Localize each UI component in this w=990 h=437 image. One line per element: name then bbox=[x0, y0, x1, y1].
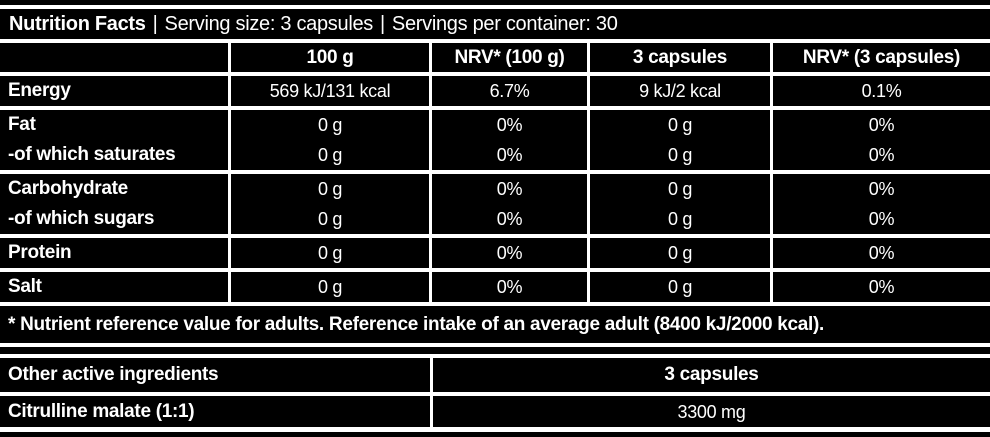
header-cell-3-capsules: 3 capsules bbox=[590, 43, 770, 72]
nutrient-label: -of which saturates bbox=[8, 144, 176, 165]
nutrient-value-cell: 0 g 0 g bbox=[231, 110, 429, 170]
nutrient-value: 0% bbox=[496, 145, 523, 165]
nutrient-value-cell: 569 kJ/131 kcal bbox=[231, 76, 429, 106]
nutrient-value-cell: 0 g 0 g bbox=[590, 110, 770, 170]
separator-pipe: | bbox=[152, 12, 158, 35]
nutrient-value: 0 g bbox=[667, 243, 693, 263]
nutrient-label-cell: Salt bbox=[0, 272, 228, 302]
nutrient-value: 0% bbox=[868, 243, 895, 263]
nutrient-value-cell: 0% 0% bbox=[432, 110, 587, 170]
servings-per-container-text: Servings per container: 30 bbox=[391, 12, 618, 35]
nutrient-value-cell: 6.7% bbox=[432, 76, 587, 106]
nrv-footnote: * Nutrient reference value for adults. R… bbox=[0, 306, 990, 343]
ingredient-row-citrulline: Citrulline malate (1:1) 3300 mg bbox=[0, 396, 990, 427]
nutrient-value-cell: 0.1% bbox=[773, 76, 990, 106]
title-bar: Nutrition Facts | Serving size: 3 capsul… bbox=[0, 9, 990, 39]
section-divider-bar bbox=[0, 347, 990, 354]
header-cell-100g: 100 g bbox=[231, 43, 429, 72]
nutrient-value-cell: 0 g 0 g bbox=[590, 174, 770, 234]
nutrition-facts-title: Nutrition Facts bbox=[9, 12, 146, 35]
bottom-border-bar bbox=[0, 432, 990, 437]
nutrient-value: 0 g bbox=[317, 243, 343, 263]
nutrient-value: 0.1% bbox=[861, 81, 902, 101]
nutrient-value: 0% bbox=[496, 209, 523, 229]
nutrient-value-cell: 0 g bbox=[231, 238, 429, 268]
nutrient-value-cell: 0% bbox=[432, 238, 587, 268]
nutrient-value-cell: 0% 0% bbox=[773, 110, 990, 170]
header-cell-nrv-3-capsules: NRV* (3 capsules) bbox=[773, 43, 990, 72]
nutrient-value: 0 g bbox=[667, 115, 693, 135]
nutrient-value: 0 g bbox=[667, 277, 693, 297]
top-border-bar bbox=[0, 0, 990, 5]
ingredient-name: Citrulline malate (1:1) bbox=[8, 400, 195, 422]
nutrient-label: Carbohydrate bbox=[8, 178, 128, 199]
nutrient-value: 0% bbox=[496, 115, 523, 135]
other-ingredients-header-row: Other active ingredients 3 capsules bbox=[0, 358, 990, 392]
nutrient-label: Fat bbox=[8, 114, 36, 135]
nutrient-value-cell: 0% 0% bbox=[432, 174, 587, 234]
serving-size-text: Serving size: 3 capsules bbox=[164, 12, 374, 35]
nutrient-label-cell: Energy bbox=[0, 76, 228, 106]
nutrient-value: 0% bbox=[496, 179, 523, 199]
ingredient-name-cell: Citrulline malate (1:1) bbox=[0, 396, 430, 427]
other-ingredients-amount-header-cell: 3 capsules bbox=[433, 358, 990, 392]
nutrient-value: 6.7% bbox=[489, 81, 530, 101]
nutrient-group-carbohydrate: Carbohydrate -of which sugars 0 g 0 g 0%… bbox=[0, 174, 990, 234]
nutrient-value: 0 g bbox=[667, 209, 693, 229]
separator-pipe: | bbox=[380, 12, 385, 35]
nutrient-value-cell: 0% bbox=[773, 272, 990, 302]
nutrient-value: 0% bbox=[868, 179, 895, 199]
nutrient-label-cell: Fat -of which saturates bbox=[0, 110, 228, 170]
nutrient-value-cell: 9 kJ/2 kcal bbox=[590, 76, 770, 106]
nutrition-header-row: 100 g NRV* (100 g) 3 capsules NRV* (3 ca… bbox=[0, 43, 990, 72]
nutrient-group-salt: Salt 0 g 0% 0 g 0% bbox=[0, 272, 990, 302]
nutrient-value-cell: 0 g 0 g bbox=[231, 174, 429, 234]
other-ingredients-header-cell: Other active ingredients bbox=[0, 358, 430, 392]
nutrient-group-fat: Fat -of which saturates 0 g 0 g 0% 0% 0 … bbox=[0, 110, 990, 170]
nutrient-label: Salt bbox=[8, 276, 42, 297]
nutrient-value-cell: 0% bbox=[432, 272, 587, 302]
nutrient-value: 0% bbox=[868, 115, 895, 135]
nutrient-value: 0 g bbox=[667, 145, 693, 165]
nutrient-value-cell: 0% bbox=[773, 238, 990, 268]
header-cell-nrv-100g: NRV* (100 g) bbox=[432, 43, 587, 72]
nutrient-label-cell: Carbohydrate -of which sugars bbox=[0, 174, 228, 234]
nutrient-value: 0 g bbox=[317, 115, 343, 135]
nutrient-value-cell: 0% 0% bbox=[773, 174, 990, 234]
nutrient-value: 9 kJ/2 kcal bbox=[639, 81, 721, 101]
nutrient-value: 0% bbox=[496, 243, 523, 263]
nutrient-value: 0 g bbox=[317, 179, 343, 199]
nutrient-value: 0 g bbox=[667, 179, 693, 199]
nutrient-label-cell: Protein bbox=[0, 238, 228, 268]
nutrient-value: 0% bbox=[868, 209, 895, 229]
nutrient-value: 0 g bbox=[317, 145, 343, 165]
nutrient-label: -of which sugars bbox=[8, 208, 155, 229]
other-ingredients-header: Other active ingredients bbox=[8, 364, 219, 385]
nutrient-value-cell: 0 g bbox=[231, 272, 429, 302]
nutrient-value: 569 kJ/131 kcal bbox=[269, 81, 391, 101]
nutrient-label: Protein bbox=[8, 242, 72, 263]
nutrient-label: Energy bbox=[8, 80, 71, 101]
header-cell-empty bbox=[0, 43, 228, 72]
nutrient-value: 0 g bbox=[317, 277, 343, 297]
other-ingredients-amount-header: 3 capsules bbox=[664, 364, 759, 385]
nutrient-value: 0 g bbox=[317, 209, 343, 229]
nutrient-value-cell: 0 g bbox=[590, 238, 770, 268]
nutrient-value: 0% bbox=[496, 277, 523, 297]
nutrient-value: 0% bbox=[868, 277, 895, 297]
nutrient-group-energy: Energy 569 kJ/131 kcal 6.7% 9 kJ/2 kcal … bbox=[0, 76, 990, 106]
nutrient-group-protein: Protein 0 g 0% 0 g 0% bbox=[0, 238, 990, 268]
ingredient-amount-cell: 3300 mg bbox=[433, 396, 990, 427]
nutrient-value-cell: 0 g bbox=[590, 272, 770, 302]
ingredient-amount: 3300 mg bbox=[677, 401, 746, 422]
nutrient-value: 0% bbox=[868, 145, 895, 165]
